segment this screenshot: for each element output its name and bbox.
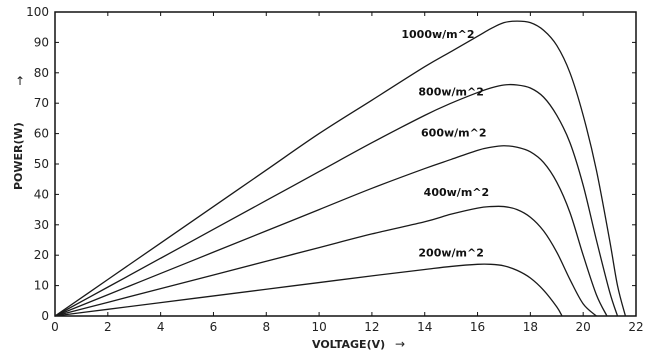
x-tick-label: 10 [311, 320, 326, 334]
x-tick-label: 6 [210, 320, 218, 334]
y-axis-arrow-icon: ↑ [15, 74, 25, 88]
y-tick-label: 80 [34, 66, 49, 80]
curve-label-4: 200w/m^2 [418, 247, 483, 260]
x-axis-title: VOLTAGE(V) [312, 338, 385, 351]
curve-labels: 1000w/m^2 800w/m^2 600w/m^2 400w/m^2 200w/m^… [401, 28, 489, 260]
curve-label-0: 1000w/m^2 [401, 28, 474, 41]
x-tick-label: 18 [523, 320, 538, 334]
x-tick-label: 2 [104, 320, 112, 334]
y-tick-label: 30 [34, 218, 49, 232]
x-tick-label: 16 [470, 320, 485, 334]
y-tick-label: 70 [34, 96, 49, 110]
plot-border [54, 11, 637, 317]
x-tick-label: 20 [576, 320, 591, 334]
y-tick-label: 90 [34, 35, 49, 49]
series-line-3 [54, 205, 597, 317]
curve-label-1: 800w/m^2 [418, 86, 483, 99]
curve-label-2: 600w/m^2 [421, 127, 486, 140]
y-tick-label: 50 [34, 157, 49, 171]
series-line-2 [54, 145, 608, 317]
x-tick-label: 22 [628, 320, 643, 334]
series-line-1 [54, 83, 619, 317]
x-tick-label: 14 [417, 320, 432, 334]
y-tick-label: 0 [41, 309, 49, 323]
y-tick-label: 60 [34, 127, 49, 141]
plot-frame [54, 11, 637, 317]
series-lines [54, 20, 627, 317]
y-tick-label: 20 [34, 248, 49, 262]
x-tick-label: 0 [51, 320, 59, 334]
y-tick-label: 40 [34, 187, 49, 201]
x-tick-label: 8 [262, 320, 270, 334]
y-tick-label: 100 [26, 5, 49, 19]
x-axis-ticks: 0 2 4 6 8 10 12 14 16 18 20 22 [51, 12, 644, 334]
series-line-0 [54, 20, 627, 317]
series-line-4 [54, 263, 563, 317]
curve-label-3: 400w/m^2 [424, 186, 489, 199]
x-axis-arrow-icon: → [395, 337, 405, 351]
x-tick-label: 4 [157, 320, 165, 334]
x-tick-label: 12 [364, 320, 379, 334]
y-tick-label: 10 [34, 279, 49, 293]
y-axis-ticks: 0 10 20 30 40 50 60 70 80 90 100 [26, 5, 636, 323]
y-axis-title: POWER(W) [12, 122, 25, 190]
